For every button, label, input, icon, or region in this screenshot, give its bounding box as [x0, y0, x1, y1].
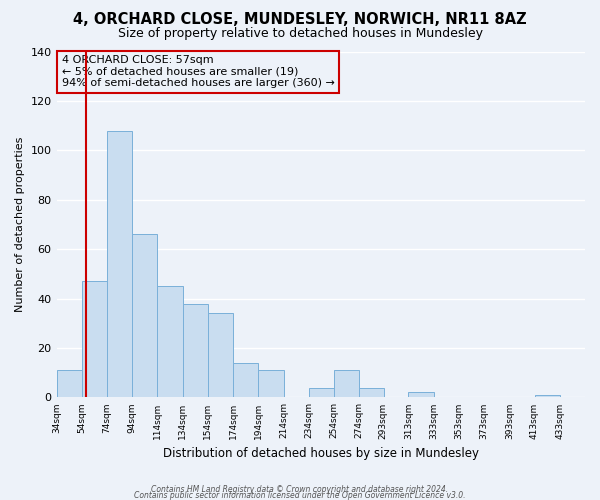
Bar [309, 388, 334, 398]
Text: 4, ORCHARD CLOSE, MUNDESLEY, NORWICH, NR11 8AZ: 4, ORCHARD CLOSE, MUNDESLEY, NORWICH, NR… [73, 12, 527, 28]
Bar [359, 388, 385, 398]
Text: Size of property relative to detached houses in Mundesley: Size of property relative to detached ho… [118, 28, 482, 40]
Text: Contains HM Land Registry data © Crown copyright and database right 2024.: Contains HM Land Registry data © Crown c… [151, 486, 449, 494]
Bar [409, 392, 434, 398]
Bar [56, 370, 82, 398]
Bar [208, 314, 233, 398]
Bar [259, 370, 284, 398]
Bar [182, 304, 208, 398]
Bar [132, 234, 157, 398]
Bar [334, 370, 359, 398]
Bar [535, 395, 560, 398]
Bar [82, 282, 107, 398]
Bar [107, 130, 132, 398]
Bar [157, 286, 182, 398]
X-axis label: Distribution of detached houses by size in Mundesley: Distribution of detached houses by size … [163, 447, 479, 460]
Text: 4 ORCHARD CLOSE: 57sqm
← 5% of detached houses are smaller (19)
94% of semi-deta: 4 ORCHARD CLOSE: 57sqm ← 5% of detached … [62, 55, 335, 88]
Text: Contains public sector information licensed under the Open Government Licence v3: Contains public sector information licen… [134, 492, 466, 500]
Y-axis label: Number of detached properties: Number of detached properties [15, 137, 25, 312]
Bar [233, 363, 259, 398]
